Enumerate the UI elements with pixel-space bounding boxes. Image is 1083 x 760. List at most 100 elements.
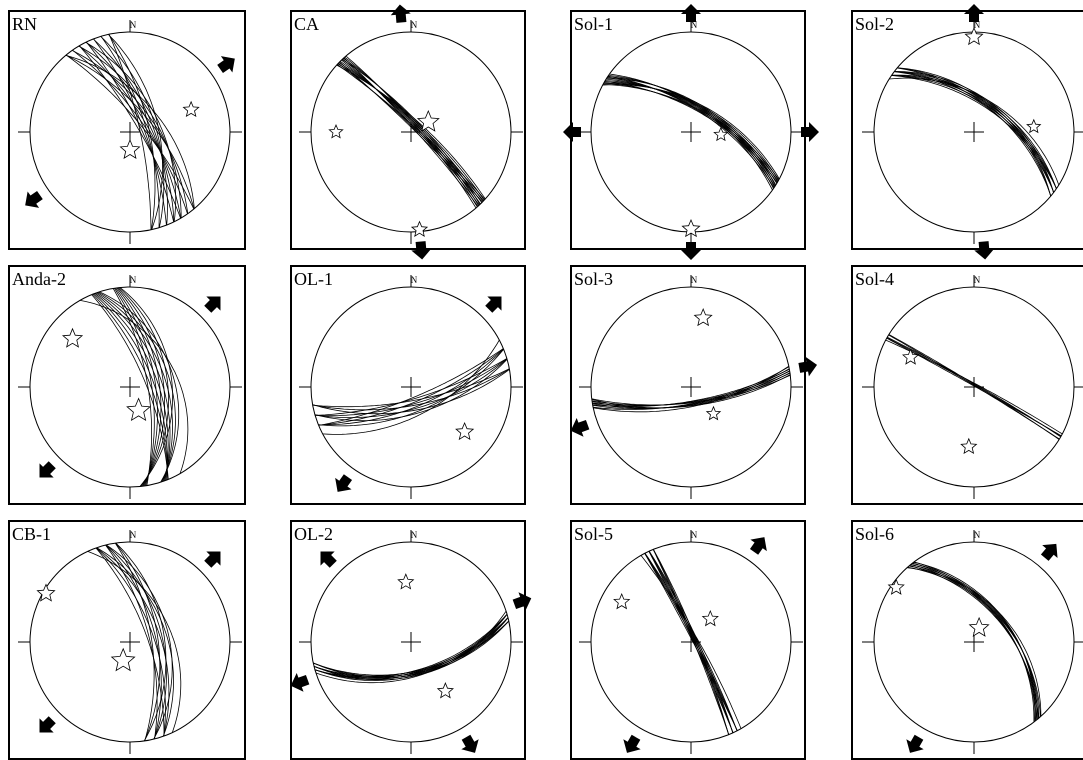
great-circle xyxy=(592,368,790,407)
panel-frame xyxy=(8,265,246,505)
stereonet-panel: N Sol-4 xyxy=(851,265,1083,505)
stress-arrow xyxy=(290,672,310,692)
great-circle xyxy=(313,620,510,677)
north-label: N xyxy=(411,530,418,540)
great-circle xyxy=(592,370,790,407)
panel-label: Sol-3 xyxy=(574,269,613,289)
great-circle xyxy=(591,374,791,406)
great-circle xyxy=(87,551,182,733)
panel-label: Sol-6 xyxy=(855,524,894,544)
center-cross xyxy=(681,122,701,142)
stereonet-panel: N CB-1 xyxy=(8,520,246,760)
stress-axis-star xyxy=(182,100,200,118)
stress-axis-star xyxy=(902,348,920,365)
north-label: N xyxy=(974,275,981,285)
stress-arrow xyxy=(320,551,337,568)
great-circle xyxy=(105,544,158,740)
great-circle xyxy=(318,348,504,426)
panel-label: CA xyxy=(294,14,319,34)
stress-axis-star xyxy=(61,327,84,348)
great-circle xyxy=(886,337,1062,437)
stress-axis-star xyxy=(455,421,475,441)
north-label: N xyxy=(411,275,418,285)
stress-axis-star xyxy=(36,583,56,602)
stress-arrow xyxy=(964,4,984,22)
stress-arrow xyxy=(39,716,56,733)
panel-frame xyxy=(290,265,526,505)
great-circle xyxy=(114,287,155,486)
great-circle xyxy=(114,542,155,742)
panel-label: OL-1 xyxy=(294,269,333,289)
panel-frame xyxy=(851,265,1083,505)
great-circle xyxy=(95,547,165,736)
great-circle xyxy=(115,287,158,487)
great-circle xyxy=(907,566,1041,717)
north-label: N xyxy=(691,275,698,285)
panel-frame xyxy=(851,520,1083,760)
panel-frame xyxy=(570,265,806,505)
center-cross xyxy=(120,632,140,652)
great-circle xyxy=(897,67,1052,197)
stereonet-panel: N Anda-2 xyxy=(8,265,246,505)
stress-arrow xyxy=(485,296,502,313)
stress-axis-star xyxy=(126,397,151,422)
stress-arrow xyxy=(335,474,353,492)
stereonet-panel: N Sol-6 xyxy=(851,520,1083,760)
great-circle xyxy=(108,34,156,230)
stereonet-panel: N OL-2 xyxy=(290,520,532,760)
great-circle xyxy=(604,81,778,183)
stereonet-panel: N Sol-3 xyxy=(570,265,818,505)
great-circle xyxy=(112,288,152,486)
stereonet-panel: N Sol-2 xyxy=(851,4,1083,260)
stress-arrow xyxy=(974,241,995,260)
great-circle xyxy=(72,49,188,214)
stress-arrow xyxy=(390,4,411,23)
stereonet-panel: N Sol-5 xyxy=(570,520,806,760)
panel-frame xyxy=(570,520,806,760)
north-label: N xyxy=(130,530,137,540)
stress-arrow xyxy=(749,537,767,555)
great-circle xyxy=(100,36,160,228)
center-cross xyxy=(401,632,421,652)
stress-axis-star xyxy=(119,138,141,159)
great-circle xyxy=(96,292,173,482)
great-circle xyxy=(117,287,165,487)
stress-axis-star xyxy=(328,123,344,139)
stress-axis-star xyxy=(968,616,990,637)
stress-axis-star xyxy=(887,578,905,595)
great-circle xyxy=(91,294,169,480)
great-circle xyxy=(912,562,1036,721)
great-circle xyxy=(894,71,1055,193)
great-circle xyxy=(92,293,168,480)
great-circle xyxy=(648,551,734,733)
stress-axis-star xyxy=(397,573,415,590)
great-circle xyxy=(119,287,173,487)
great-circle xyxy=(886,337,1062,437)
north-label: N xyxy=(411,20,418,30)
stress-arrow xyxy=(801,122,819,142)
stress-arrow xyxy=(204,296,221,313)
stress-arrow xyxy=(204,551,221,568)
stereonet-panel: N Sol-1 xyxy=(563,4,819,260)
north-label: N xyxy=(130,20,137,30)
center-cross xyxy=(401,377,421,397)
stress-axis-star xyxy=(713,126,729,142)
north-label: N xyxy=(691,20,698,30)
great-circle xyxy=(312,368,510,408)
great-circle xyxy=(94,292,169,481)
great-circle xyxy=(913,561,1036,722)
panel-label: Sol-4 xyxy=(855,269,894,289)
stress-arrow xyxy=(39,461,56,478)
great-circle xyxy=(897,67,1052,197)
great-circle xyxy=(105,544,162,740)
great-circle xyxy=(907,567,1042,717)
great-circle xyxy=(913,561,1035,723)
stereonet-panel: N RN xyxy=(8,10,246,250)
great-circle xyxy=(96,547,170,737)
great-circle xyxy=(908,565,1040,719)
stress-arrow xyxy=(681,4,701,22)
panel-frame xyxy=(8,10,246,250)
great-circle xyxy=(343,57,479,207)
great-circle xyxy=(312,369,510,415)
